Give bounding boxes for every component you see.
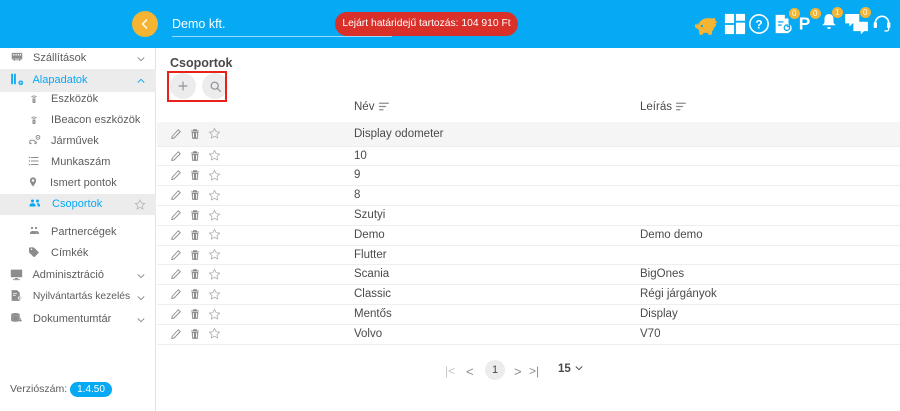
svg-text:P: P <box>799 14 811 34</box>
svg-text:?: ? <box>755 18 762 32</box>
